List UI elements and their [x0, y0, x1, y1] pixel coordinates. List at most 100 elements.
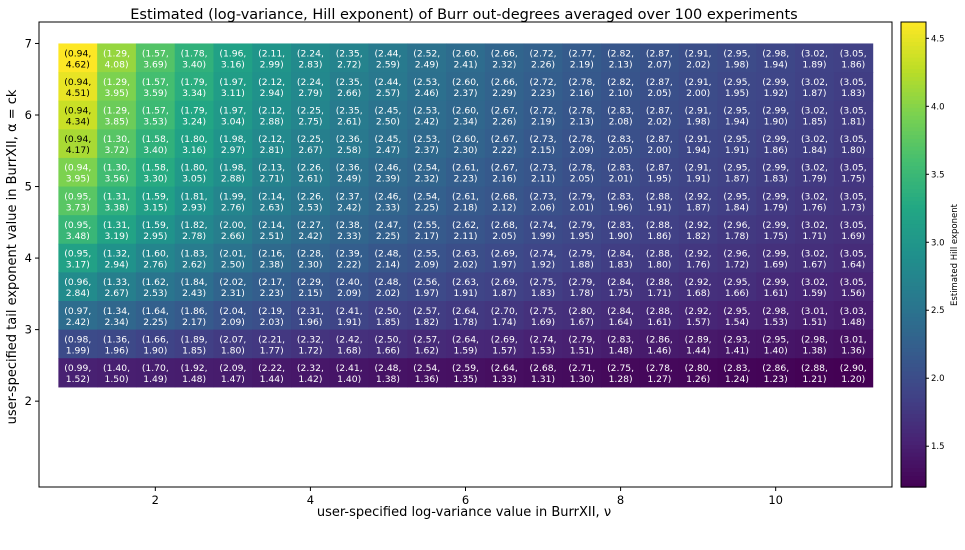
cell-label-hill: 1.21) — [802, 374, 826, 385]
colorbar-segment — [901, 308, 926, 314]
cell-label-logvariance: (2.93, — [723, 334, 750, 345]
heatmap-cell — [446, 215, 486, 245]
heatmap-cell — [756, 186, 796, 216]
colorbar-segment — [901, 231, 926, 236]
colorbar-segment — [901, 76, 926, 81]
cell-label-logvariance: (3.02, — [801, 134, 828, 145]
cell-label-hill: 2.43) — [182, 288, 206, 299]
cell-label-hill: 2.59) — [376, 59, 400, 70]
cell-label-hill: 2.71) — [260, 174, 284, 185]
cell-label-logvariance: (2.31, — [297, 306, 324, 317]
heatmap-cell — [58, 272, 98, 302]
colorbar-segment — [901, 479, 926, 484]
cell-label-logvariance: (2.74, — [530, 334, 557, 345]
heatmap-cell — [833, 72, 874, 102]
heatmap-cell — [213, 358, 253, 388]
cell-label-logvariance: (0.98, — [64, 334, 91, 345]
cell-label-logvariance: (2.73, — [530, 163, 557, 174]
cell-label-hill: 2.57) — [376, 88, 400, 99]
heatmap-cell — [795, 329, 835, 359]
heatmap-cell — [833, 129, 874, 159]
colorbar-segment — [901, 157, 926, 163]
cell-label-logvariance: (3.05, — [840, 77, 867, 88]
y-tick-label: 5 — [25, 180, 32, 194]
cell-label-logvariance: (2.91, — [685, 77, 712, 88]
cell-label-logvariance: (2.53, — [413, 106, 440, 117]
cell-label-hill: 3.04) — [221, 117, 245, 128]
cell-label-hill: 2.34) — [453, 117, 477, 128]
cell-label-hill: 1.91) — [725, 145, 749, 156]
heatmap-cell — [639, 100, 680, 130]
cell-label-logvariance: (2.83, — [607, 106, 634, 117]
cell-label-logvariance: (3.05, — [840, 277, 867, 288]
cell-label-hill: 1.57) — [686, 317, 710, 328]
heatmap-cell — [562, 301, 602, 331]
cell-label-logvariance: (2.92, — [685, 306, 712, 317]
cell-label-logvariance: (2.83, — [723, 363, 750, 374]
cell-label-hill: 2.94) — [260, 88, 284, 99]
cell-label-hill: 1.51) — [570, 345, 594, 356]
cell-label-logvariance: (3.05, — [840, 191, 867, 202]
cell-label-hill: 2.66) — [221, 231, 245, 242]
heatmap-cell — [833, 215, 874, 245]
heatmap-cell — [97, 243, 137, 273]
cell-label-logvariance: (2.52, — [413, 48, 440, 59]
cell-label-logvariance: (2.02, — [219, 277, 246, 288]
colorbar-frame — [900, 21, 927, 488]
cell-label-hill: 1.40) — [337, 374, 361, 385]
heatmap-cell — [291, 72, 331, 102]
cell-label-logvariance: (2.86, — [646, 334, 673, 345]
cell-label-logvariance: (1.70, — [142, 363, 169, 374]
cell-label-hill: 2.12) — [492, 202, 516, 213]
cell-label-hill: 2.26) — [531, 59, 555, 70]
cell-label-hill: 2.83) — [298, 59, 322, 70]
cell-label-hill: 1.90) — [609, 231, 633, 242]
cell-label-logvariance: (2.79, — [568, 277, 595, 288]
cell-label-hill: 3.19) — [105, 231, 129, 242]
cell-label-logvariance: (2.95, — [723, 277, 750, 288]
cell-label-logvariance: (1.57, — [142, 48, 169, 59]
cell-label-logvariance: (1.31, — [103, 191, 130, 202]
colorbar-tick-label: 3.0 — [931, 238, 945, 248]
heatmap-cell — [135, 329, 176, 359]
cell-label-hill: 2.16) — [570, 88, 594, 99]
heatmap-cell — [601, 329, 641, 359]
heatmap-cell — [446, 157, 486, 188]
cell-label-logvariance: (2.79, — [568, 220, 595, 231]
cell-label-hill: 2.42) — [415, 117, 439, 128]
cell-label-hill: 2.18) — [453, 202, 477, 213]
cell-label-hill: 1.44) — [686, 345, 710, 356]
cell-label-hill: 4.51) — [66, 88, 90, 99]
colorbar-segment — [901, 335, 926, 341]
heatmap-cell — [174, 186, 215, 216]
heatmap-cell — [562, 43, 602, 73]
heatmap-cell — [795, 186, 835, 216]
cell-label-hill: 1.62) — [415, 345, 439, 356]
cell-label-logvariance: (2.27, — [297, 220, 324, 231]
cell-label-logvariance: (2.99, — [762, 220, 789, 231]
colorbar-segment — [901, 138, 926, 143]
cell-label-hill: 1.91) — [686, 174, 710, 185]
cell-label-hill: 3.16) — [221, 59, 245, 70]
heatmap-cell — [484, 157, 525, 188]
colorbar-segment — [901, 87, 926, 93]
cell-label-hill: 2.37) — [453, 88, 477, 99]
cell-label-hill: 1.89) — [802, 59, 826, 70]
colorbar-segment — [901, 180, 926, 186]
heatmap-cell — [291, 272, 331, 302]
cell-label-logvariance: (2.24, — [297, 77, 324, 88]
cell-label-logvariance: (3.05, — [840, 106, 867, 117]
heatmap-cell — [252, 43, 292, 73]
heatmap-cell — [407, 243, 447, 273]
cell-label-hill: 1.44) — [260, 374, 284, 385]
cell-label-hill: 1.80) — [221, 345, 245, 356]
cell-label-logvariance: (2.78, — [568, 106, 595, 117]
colorbar-segment — [901, 312, 926, 318]
heatmap-cell — [329, 72, 370, 102]
colorbar-segment — [901, 258, 926, 263]
cell-label-logvariance: (2.46, — [374, 191, 401, 202]
colorbar-segment — [901, 45, 926, 50]
cell-label-hill: 1.66) — [376, 345, 400, 356]
cell-label-hill: 3.30) — [143, 174, 167, 185]
colorbar-segment — [901, 289, 926, 294]
